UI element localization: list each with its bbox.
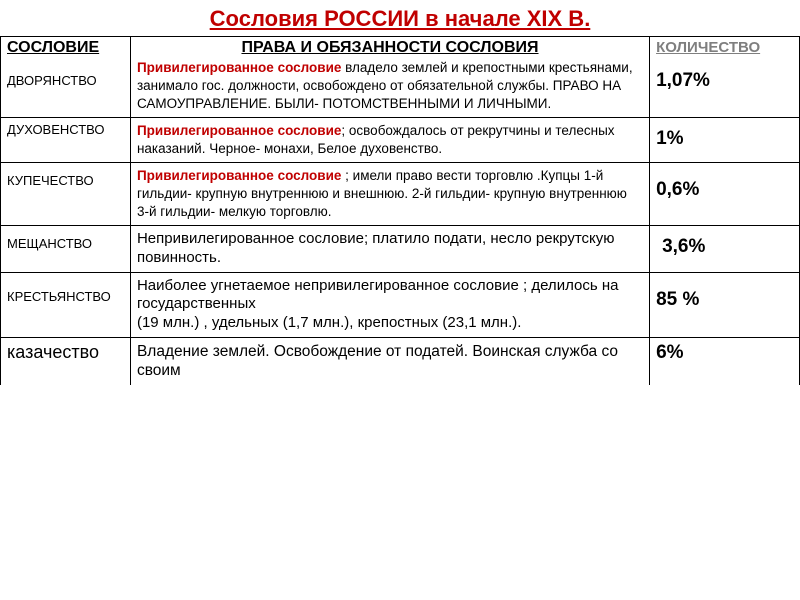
col-header-rights: ПРАВА И ОБЯЗАННОСТИ СОСЛОВИЯ <box>137 39 643 59</box>
rights-text: Привилегированное сословие; освобождалос… <box>137 123 615 156</box>
privileged-label: Привилегированное сословие <box>137 123 341 138</box>
rights-rest: Владение землей. Освобождение от податей… <box>137 343 618 379</box>
estate-name: МЕЩАНСТВО <box>7 236 124 251</box>
table-row: КРЕСТЬЯНСТВО Наиболее угнетаемое неприви… <box>1 272 800 337</box>
table-row: казачество Владение землей. Освобождение… <box>1 337 800 384</box>
quantity-value: 3,6% <box>656 236 793 258</box>
page-title: Сословия РОССИИ в начале XIX В. <box>0 0 800 36</box>
quantity-value: 85 % <box>656 289 793 311</box>
col-header-quantity: КОЛИЧЕСТВО <box>656 39 793 70</box>
estate-name: КРЕСТЬЯНСТВО <box>7 289 124 304</box>
estate-name: ДУХОВЕНСТВО <box>7 122 124 137</box>
quantity-value: 1,07% <box>656 70 793 92</box>
rights-rest: Наиболее угнетаемое непривилегированное … <box>137 277 619 332</box>
rights-text: Наиболее угнетаемое непривилегированное … <box>137 277 619 332</box>
estates-table: СОСЛОВИЕ ДВОРЯНСТВО ПРАВА И ОБЯЗАННОСТИ … <box>0 36 800 385</box>
rights-text: Непривилегированное сословие; платило по… <box>137 230 615 266</box>
table-row: МЕЩАНСТВО Непривилегированное сословие; … <box>1 226 800 273</box>
col-header-estate: СОСЛОВИЕ <box>7 39 124 67</box>
rights-text: Привилегированное сословие владело земле… <box>137 60 633 111</box>
estate-name: казачество <box>7 342 124 363</box>
rights-text: Привилегированное сословие ; имели право… <box>137 168 627 219</box>
rights-rest: Непривилегированное сословие; платило по… <box>137 230 615 266</box>
estate-name: ДВОРЯНСТВО <box>7 73 124 88</box>
table-row: СОСЛОВИЕ ДВОРЯНСТВО ПРАВА И ОБЯЗАННОСТИ … <box>1 37 800 118</box>
table-row: ДУХОВЕНСТВО Привилегированное сословие; … <box>1 118 800 163</box>
privileged-label: Привилегированное сословие <box>137 60 341 75</box>
quantity-value: 6% <box>656 342 793 364</box>
estate-name: КУПЕЧЕСТВО <box>7 173 124 188</box>
table-row: КУПЕЧЕСТВО Привилегированное сословие ; … <box>1 163 800 226</box>
rights-text: Владение землей. Освобождение от податей… <box>137 343 618 379</box>
quantity-value: 1% <box>656 128 793 150</box>
quantity-value: 0,6% <box>656 179 793 201</box>
privileged-label: Привилегированное сословие <box>137 168 345 183</box>
